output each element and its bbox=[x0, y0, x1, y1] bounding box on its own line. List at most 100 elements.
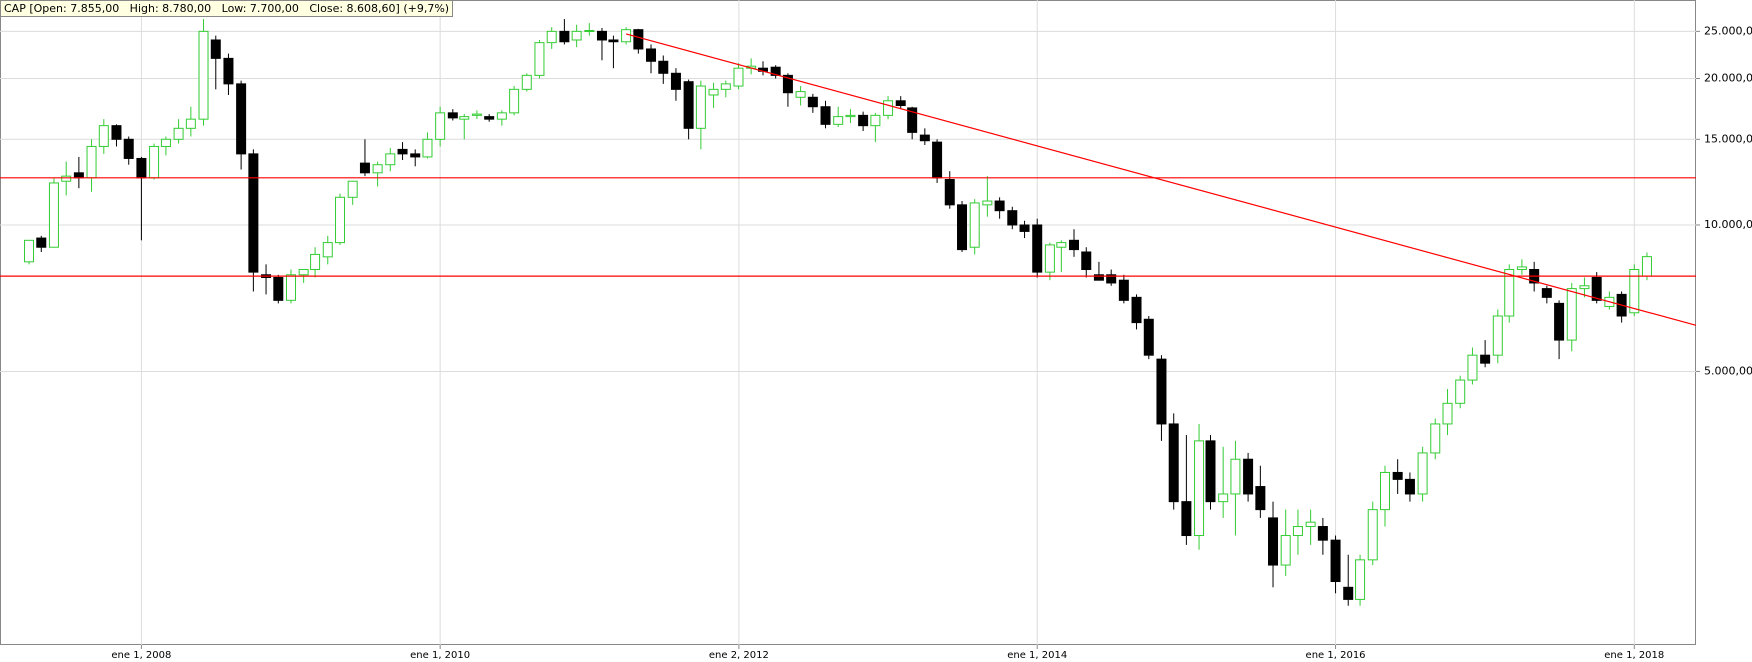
candle-body bbox=[546, 30, 557, 44]
candle-body bbox=[422, 138, 433, 158]
candle-body bbox=[907, 107, 918, 133]
candle-body bbox=[73, 172, 84, 179]
candle-body bbox=[1305, 521, 1316, 528]
candle-body bbox=[858, 114, 869, 127]
candle-body bbox=[1131, 296, 1142, 324]
candle-body bbox=[521, 74, 532, 90]
candle-body bbox=[410, 153, 421, 158]
candle-body bbox=[1355, 559, 1366, 600]
candle-body bbox=[273, 276, 284, 301]
x-tick-label: ene 1, 2018 bbox=[1604, 650, 1664, 661]
candle-body bbox=[285, 274, 296, 301]
x-tick-label: ene 1, 2010 bbox=[410, 650, 470, 661]
candle-body bbox=[185, 118, 196, 129]
candle-body bbox=[1194, 440, 1205, 537]
candle-body bbox=[969, 202, 980, 248]
candle-body bbox=[1007, 210, 1018, 226]
y-tick-label: 20.000,00 bbox=[1704, 72, 1752, 85]
candle-body bbox=[223, 57, 234, 85]
candle-body bbox=[1106, 274, 1117, 284]
candle-body bbox=[310, 253, 321, 271]
plot-frame bbox=[0, 0, 1696, 645]
candle-body bbox=[1579, 285, 1590, 290]
candle-body bbox=[86, 145, 97, 179]
candle-body bbox=[883, 100, 894, 116]
candle-body bbox=[795, 91, 806, 98]
candle-body bbox=[1230, 458, 1241, 495]
candle-body bbox=[1168, 423, 1179, 503]
candle-body bbox=[322, 242, 333, 258]
y-tick-label: 10.000,00 bbox=[1704, 218, 1752, 231]
y-tick-label: 15.000,00 bbox=[1704, 132, 1752, 145]
candle-body bbox=[1292, 526, 1303, 537]
candle-body bbox=[1541, 288, 1552, 298]
candle-body bbox=[24, 239, 35, 263]
candle-body bbox=[173, 127, 184, 140]
x-tick-label: ene 2, 2012 bbox=[709, 650, 769, 661]
candle-body bbox=[1641, 256, 1652, 277]
candle-body bbox=[447, 112, 458, 119]
candle-body bbox=[1330, 539, 1341, 583]
candle-body bbox=[123, 138, 134, 159]
candle-body bbox=[1081, 251, 1092, 271]
candle-body bbox=[833, 116, 844, 125]
candle-body bbox=[1554, 302, 1565, 341]
candle-body bbox=[98, 125, 109, 147]
x-tick-label: ene 1, 2014 bbox=[1007, 650, 1067, 661]
candle-body bbox=[36, 237, 47, 248]
candle-body bbox=[1032, 224, 1043, 273]
candle-body bbox=[484, 116, 495, 120]
candle-body bbox=[596, 30, 607, 41]
candle-body bbox=[1455, 379, 1466, 404]
candle-body bbox=[1343, 586, 1354, 600]
candle-body bbox=[1218, 493, 1229, 503]
candle-body bbox=[807, 96, 818, 108]
candle-body bbox=[1367, 509, 1378, 561]
candle-body bbox=[149, 145, 160, 179]
candle-body bbox=[683, 81, 694, 129]
candle-body bbox=[621, 29, 632, 43]
candle-body bbox=[1480, 354, 1491, 364]
candle-body bbox=[1430, 423, 1441, 454]
candle-body bbox=[658, 60, 669, 74]
candle-body bbox=[61, 175, 72, 182]
candle-body bbox=[397, 148, 408, 155]
candle-body bbox=[571, 30, 582, 41]
candle-body bbox=[210, 39, 221, 59]
candle-body bbox=[1442, 402, 1453, 425]
candle-body bbox=[1093, 274, 1104, 281]
candle-body bbox=[509, 88, 520, 114]
candle-body bbox=[496, 112, 507, 120]
candle-body bbox=[1255, 486, 1266, 511]
candle-body bbox=[1044, 244, 1055, 273]
candle-body bbox=[1392, 471, 1403, 480]
y-tick-label: 25.000,00 bbox=[1704, 24, 1752, 37]
candle-body bbox=[435, 112, 446, 140]
candle-body bbox=[1404, 478, 1415, 495]
candle-body bbox=[1566, 288, 1577, 341]
candle-body bbox=[770, 66, 781, 76]
candle-body bbox=[534, 42, 545, 76]
candle-body bbox=[1056, 242, 1067, 248]
candle-body bbox=[471, 113, 482, 116]
candle-body bbox=[1492, 315, 1503, 356]
candle-body bbox=[48, 182, 59, 248]
candle-body bbox=[335, 196, 346, 244]
candle-body bbox=[1019, 224, 1030, 232]
candle-body bbox=[695, 85, 706, 129]
candle-body bbox=[845, 114, 856, 118]
candle-body bbox=[1516, 266, 1527, 271]
candle-body bbox=[919, 134, 930, 142]
candle-body bbox=[646, 48, 657, 62]
candle-body bbox=[1317, 526, 1328, 541]
candle-body bbox=[1591, 276, 1602, 301]
x-tick-label: ene 1, 2016 bbox=[1306, 650, 1366, 661]
candle-body bbox=[385, 153, 396, 166]
candle-body bbox=[870, 114, 881, 127]
candle-body bbox=[1181, 501, 1192, 537]
candle-body bbox=[1118, 279, 1129, 301]
candle-body bbox=[298, 269, 309, 276]
candle-body bbox=[608, 39, 619, 43]
